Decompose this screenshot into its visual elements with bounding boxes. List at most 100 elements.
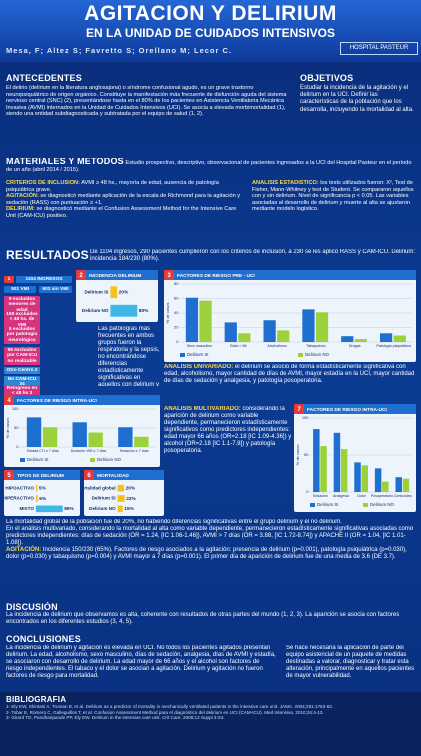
text: AVMI ≥ 48 hs., mayoría de edad, ausencia… (6, 180, 219, 193)
category-label: HIPOACTIVO (5, 485, 34, 490)
category-label: Delirium NO (82, 308, 109, 313)
bar (88, 432, 103, 447)
label: AGITACIÓN: (6, 193, 39, 200)
heading: CONCLUSIONES (6, 634, 81, 644)
chart-mortalidad: 6 MORTALIDAD Mortalidad global 20% Delirium … (78, 470, 164, 516)
chart-title: TIPOS DE DELIRIUM (17, 473, 64, 479)
bar (333, 432, 341, 492)
bar (277, 330, 290, 342)
text: el delirium se asoció de forma estadísti… (164, 364, 415, 384)
badge: 4 (7, 398, 11, 404)
y-tick-label: 60 (174, 296, 179, 301)
bar (238, 333, 251, 342)
y-tick-label: 50 (304, 452, 309, 457)
legend-swatch (298, 353, 303, 357)
reference: 3- Girard TD, Pandharipande PP, Ely EW. … (6, 715, 225, 721)
badge: 5 (7, 473, 11, 479)
chart-title: INCIDENCIA DELIRIUM (89, 273, 141, 279)
legend-label: Delirium NO (97, 457, 121, 462)
x-tick-label: Sedación (313, 494, 328, 498)
value-label: 5% (39, 485, 47, 491)
bar (117, 505, 123, 513)
heading: RESULTADOS (6, 248, 89, 262)
bar (379, 333, 393, 342)
paragraph: Las patologías más frecuentes en ambos g… (98, 326, 160, 386)
label: CRITERIOS DE INCLUSIÓN: (6, 180, 80, 186)
bar (35, 495, 38, 502)
badge: 6 (87, 473, 91, 479)
badge-bg (4, 395, 14, 405)
x-tick-label: Tabaquismo (306, 344, 325, 348)
bar (110, 286, 118, 299)
badge-bg (164, 270, 174, 280)
chart-preuci: 3 FACTORES DE RIESGO PRE - UCI 0 20 40 60 80 % … (164, 270, 416, 362)
flow-node: 501 VMI (4, 286, 36, 294)
category-label: MIXTO (19, 506, 34, 511)
subtitle: EN LA UNIDAD DE CUIDADOS INTENSIVOS (86, 26, 335, 40)
legend-label: Delirium SI (317, 502, 338, 507)
chart-svg: 7 FACTORES DE RIESGO INTRA-UCI 0 50 100 % de … (294, 404, 416, 507)
chart-svg: 2 INCIDENCIA DELIRIUM Delirium SI 20% Deliri… (76, 270, 158, 317)
bar (72, 422, 87, 447)
heading: BIBLIOGRAFIA (6, 695, 67, 704)
flow-node: 66 excluidos por CAM-ICU no realizable (4, 347, 40, 366)
header: AGITACION Y DELIRIUM EN LA UNIDAD DE CUI… (0, 0, 421, 62)
chart-svg: 3 FACTORES DE RIESGO PRE - UCI 0 20 40 60 80 % … (164, 270, 416, 357)
chart-title: FACTORES DE RIESGO INTRA-UCI (17, 398, 98, 404)
x-tick-label: Alcoholismo (267, 344, 286, 348)
metodos-right: ANÁLISIS ESTADÍSTICO: los tests utilizad… (252, 180, 416, 250)
x-tick-label: Estada CTI ≥ 7 días (27, 449, 59, 453)
bar (302, 309, 315, 342)
flow-node: 158 excluidos < 48 hs. de VMI (4, 311, 40, 330)
y-tick-label: 100 (302, 415, 309, 420)
bar (199, 300, 212, 342)
paragraph: En el análisis multivariado, considerand… (6, 526, 414, 547)
bar (354, 339, 367, 342)
bar (402, 478, 410, 492)
heading: ANTECEDENTES (6, 73, 82, 83)
title-band (4, 395, 160, 405)
category-label: HIPERACTIVO (4, 496, 34, 501)
value-label: 80% (139, 308, 149, 314)
bar (134, 436, 149, 447)
title-band (76, 270, 158, 280)
bar (374, 468, 382, 492)
category-label: Delirium NO (89, 506, 116, 511)
label: ANÁLISIS ESTADÍSTICO: (252, 180, 319, 186)
paragraph: La incidencia de delirium y agitación es… (6, 645, 276, 679)
x-tick-label: Corticoides (394, 494, 412, 498)
y-tick-label: 50 (14, 425, 19, 430)
bar (313, 429, 320, 492)
text: considerando la aparición de delirium co… (164, 406, 292, 454)
text: se diagnosticó mediante aplicación de la… (6, 193, 241, 206)
title-band (4, 470, 80, 480)
title-band (164, 270, 416, 280)
legend-label: Delirium NO (370, 502, 394, 507)
chart-incidencia: 2 INCIDENCIA DELIRIUM Delirium SI 20% Deliri… (76, 270, 158, 322)
heading: DISCUSIÓN (6, 602, 58, 612)
reference: 2- Tobar E, Romero C, Galleguillos T, et… (6, 709, 324, 715)
bar (341, 336, 354, 342)
bar (35, 505, 63, 513)
value-label: 16% (124, 506, 134, 512)
paragraph: La incidencia de delirium que observamos… (6, 612, 400, 625)
legend-label: Delirium SI (187, 352, 208, 357)
flow-node: Reingreso en < 48 hs 3 (4, 385, 40, 398)
value-label: 89% (64, 506, 74, 512)
bar (320, 446, 327, 492)
chart-svg: 5 TIPOS DE DELIRIUM HIPOACTIVO 5% HIPERACTIV… (3, 470, 80, 513)
legend-swatch (20, 458, 25, 462)
bar (263, 320, 276, 342)
text: Incidencia 150/230 (65%). Factores de ri… (6, 547, 407, 561)
y-tick-label: 100 (12, 406, 19, 411)
bibliografia: BIBLIOGRAFIA 1- Ely EW, Shintani A, Trum… (0, 692, 421, 756)
paragraph: El delirio (delirium en la literatura an… (6, 85, 287, 118)
metodos-left: CRITERIOS DE INCLUSIÓN: AVMI ≥ 48 hs., m… (6, 180, 246, 250)
badge: 7 (297, 407, 301, 413)
x-tick-label: Sedación ≥ 7 días (120, 449, 149, 453)
y-axis-label: % de casos (295, 445, 300, 466)
bar (340, 449, 348, 492)
flow-node: Otro Centro 2 (4, 367, 40, 375)
category-label: Delirium SI (84, 289, 108, 294)
badge-bg (84, 470, 94, 480)
